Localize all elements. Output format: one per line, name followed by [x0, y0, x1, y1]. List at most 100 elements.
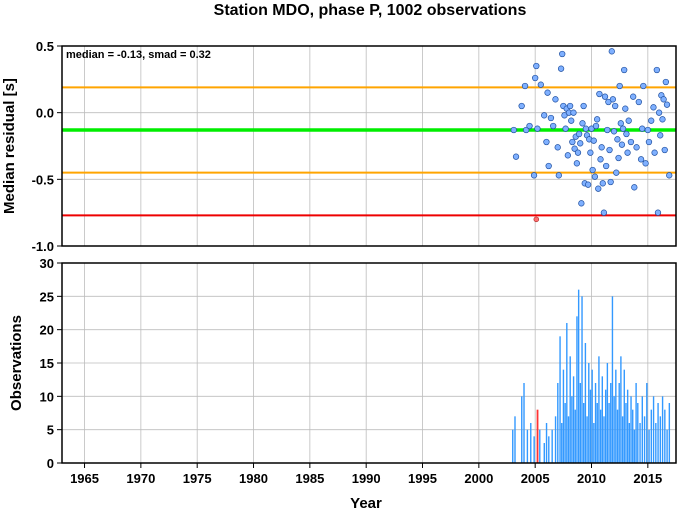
observation-bar-40: [603, 416, 605, 463]
residual-point-86: [637, 156, 645, 163]
residual-point-94: [651, 149, 658, 156]
observations-ytick-label-4: 20: [40, 323, 54, 338]
observations-y-axis-label: Observations: [8, 315, 25, 411]
observation-bar-29: [584, 343, 587, 463]
residual-point-61: [604, 126, 611, 134]
residual-point-14: [545, 162, 552, 170]
residual-point-93: [650, 104, 657, 111]
observation-bar-36: [596, 403, 598, 463]
observation-bar-28: [583, 403, 585, 463]
observation-bar-61: [639, 423, 641, 463]
observation-bar-8: [543, 443, 545, 463]
residual-point-36: [575, 130, 583, 138]
observation-bar-7: [539, 429, 541, 463]
observation-bar-26: [579, 383, 582, 463]
observation-bar-20: [569, 356, 571, 463]
residual-panel: 0.5 0.0 -0.5 -1.0 median = -0.13, smad = 0.…: [1, 39, 677, 254]
observation-bar-52: [623, 369, 625, 463]
residual-point-23: [561, 112, 568, 119]
observation-bar-65: [648, 429, 650, 463]
observation-bar-73: [666, 429, 668, 463]
observation-bar-27: [581, 296, 583, 463]
observation-bar-72: [664, 409, 666, 463]
observation-bar-43: [608, 403, 610, 463]
residual-point-81: [627, 138, 635, 146]
residual-point-96: [654, 209, 662, 216]
observation-bar-64: [646, 383, 648, 463]
residual-point-44: [584, 181, 592, 188]
residual-point-68: [612, 102, 619, 110]
outlier-point-0: [533, 216, 540, 223]
residual-point-72: [616, 82, 623, 90]
residual-point-91: [645, 138, 653, 146]
residual-point-64: [607, 178, 614, 186]
residual-point-90: [644, 126, 651, 134]
residual-point-6: [530, 172, 538, 179]
residual-point-77: [622, 105, 629, 112]
observation-bar-39: [601, 376, 604, 463]
residual-point-67: [610, 128, 618, 135]
residual-point-56: [598, 144, 605, 151]
observation-bar-42: [606, 363, 609, 463]
observations-panel: 0 5 10 15 20 25 30 1965 1970 1975 1980 1985 1990 199…: [8, 256, 677, 512]
observation-bar-54: [626, 389, 629, 463]
residual-point-95: [653, 66, 660, 74]
residual-point-73: [617, 120, 624, 127]
observation-bar-4: [526, 429, 529, 463]
observation-bar-56: [630, 396, 632, 463]
observation-bar-51: [621, 416, 624, 463]
observation-bar-37: [598, 356, 600, 463]
observation-bar-1: [514, 416, 516, 463]
observation-bar-48: [616, 409, 619, 463]
observations-ytick-label-6: 30: [40, 256, 54, 271]
observation-bar-9: [545, 423, 548, 463]
residual-point-55: [597, 156, 604, 163]
residual-point-42: [582, 125, 590, 132]
observation-bar-18: [566, 323, 568, 463]
residual-point-80: [625, 117, 632, 124]
residual-point-8: [533, 62, 540, 70]
year-x-ticks: 1965 1970 1975 1980 1985 1990 1995 2000 2005 2010…: [70, 463, 662, 486]
observation-bar-74: [668, 403, 671, 463]
observations-ytick-label-1: 5: [47, 423, 54, 438]
residual-point-70: [614, 136, 621, 143]
year-xtick-label-0: 1965: [70, 471, 99, 486]
residual-point-71: [615, 154, 622, 162]
residual-point-31: [570, 109, 577, 116]
residual-point-52: [593, 116, 601, 123]
observations-y-ticks: 0 5 10 15 20 25 30: [40, 256, 62, 471]
year-xtick-label-5: 1990: [352, 471, 381, 486]
observation-bar-22: [572, 376, 575, 463]
observation-bar-38: [599, 409, 602, 463]
observations-ytick-label-5: 25: [40, 289, 54, 304]
residual-point-11: [541, 112, 548, 119]
residual-point-59: [601, 93, 609, 100]
residual-point-101: [661, 146, 668, 154]
observation-bar-23: [574, 409, 576, 463]
residual-point-38: [578, 200, 585, 207]
residual-point-3: [521, 82, 529, 90]
residual-reference-lines: [62, 86, 676, 217]
residual-point-100: [659, 116, 666, 123]
observation-bar-21: [571, 396, 573, 463]
residual-point-35: [574, 149, 582, 156]
observation-bar-3: [523, 383, 525, 463]
highlight-bar-0: [536, 409, 539, 463]
residual-point-82: [630, 93, 637, 100]
observation-bar-14: [559, 336, 561, 463]
year-xtick-label-4: 1985: [295, 471, 324, 486]
residual-point-5: [526, 122, 533, 130]
residual-point-104: [666, 172, 673, 179]
residual-point-0: [510, 126, 517, 134]
observation-bar-69: [657, 403, 659, 463]
observation-bar-35: [594, 383, 597, 463]
observation-bar-46: [613, 396, 615, 463]
residual-point-19: [555, 172, 562, 179]
residual-point-66: [609, 96, 617, 103]
year-xtick-label-2: 1975: [183, 471, 212, 486]
observations-ytick-label-0: 0: [47, 456, 54, 471]
observation-bar-67: [652, 396, 655, 463]
residual-point-98: [657, 132, 664, 139]
residual-point-75: [619, 125, 627, 132]
